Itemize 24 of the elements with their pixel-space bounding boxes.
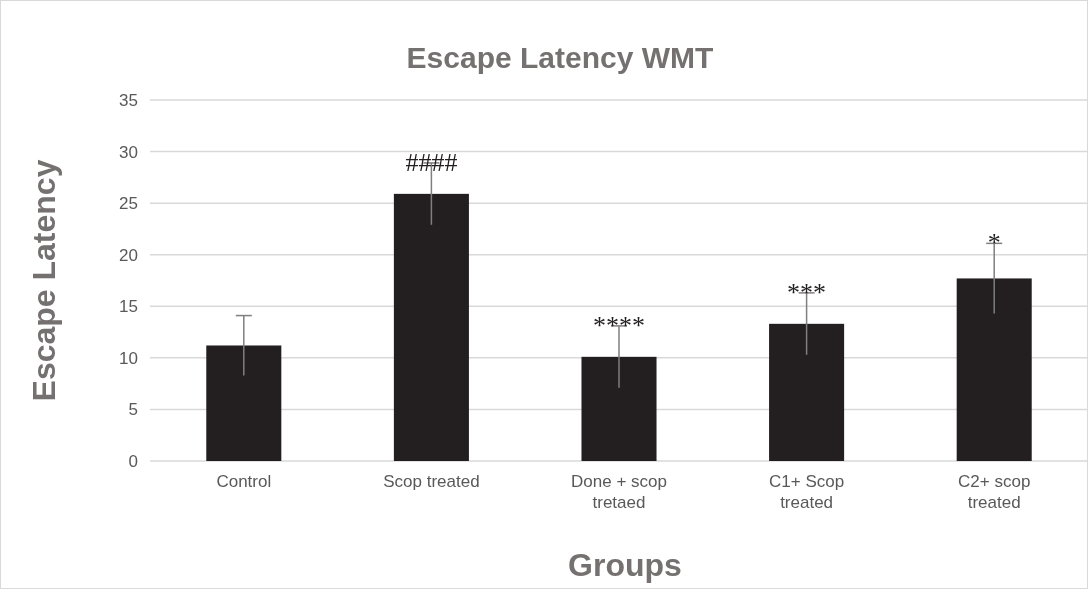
bar — [956, 278, 1032, 461]
chart-title: Escape Latency WMT — [406, 41, 714, 74]
y-tick-label: 0 — [128, 451, 138, 471]
x-tick-label: Done + scop tretaed — [571, 472, 667, 513]
bar — [769, 323, 845, 461]
x-axis-title: Groups — [568, 547, 682, 583]
y-tick-label: 20 — [119, 245, 138, 265]
y-axis-title: Escape Latency — [26, 159, 62, 402]
x-tick-label: Scop treated — [383, 472, 480, 492]
y-tick-label: 15 — [119, 297, 138, 317]
y-tick-label: 10 — [119, 348, 138, 368]
y-tick-label: 30 — [119, 142, 138, 162]
annotation: *** — [787, 277, 827, 307]
y-tick-label: 25 — [119, 194, 138, 214]
x-tick-label: C2+ scop treated — [958, 472, 1031, 513]
x-tick-label: Control — [216, 472, 272, 492]
bar — [393, 193, 469, 461]
bar — [581, 356, 657, 461]
y-tick-label: 35 — [119, 90, 138, 110]
annotation: **** — [593, 310, 645, 340]
bar — [206, 345, 282, 461]
y-tick-label: 5 — [128, 400, 138, 420]
x-tick-label: C1+ Scop treated — [769, 472, 845, 513]
annotation: #### — [405, 147, 458, 177]
